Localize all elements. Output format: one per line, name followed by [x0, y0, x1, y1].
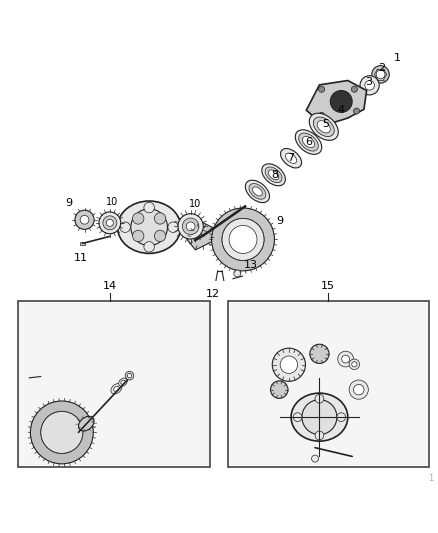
Ellipse shape	[106, 220, 113, 227]
Ellipse shape	[114, 386, 119, 391]
Text: 10: 10	[106, 197, 118, 207]
Bar	[18, 302, 210, 467]
Ellipse shape	[295, 130, 322, 155]
Wedge shape	[212, 208, 275, 271]
Circle shape	[318, 86, 325, 92]
Ellipse shape	[303, 136, 314, 148]
Ellipse shape	[309, 113, 338, 140]
Circle shape	[41, 411, 83, 454]
Circle shape	[352, 362, 357, 367]
Circle shape	[154, 230, 166, 241]
Text: 14: 14	[103, 280, 117, 290]
Circle shape	[272, 348, 305, 381]
Circle shape	[353, 108, 360, 114]
Circle shape	[315, 394, 324, 403]
Circle shape	[80, 215, 89, 224]
Circle shape	[353, 384, 364, 395]
Text: 11: 11	[74, 253, 88, 263]
Circle shape	[229, 225, 257, 253]
Circle shape	[133, 230, 144, 241]
Text: 7: 7	[288, 152, 295, 163]
Text: 4: 4	[338, 104, 345, 115]
Ellipse shape	[103, 216, 117, 230]
Circle shape	[372, 66, 389, 83]
Ellipse shape	[313, 117, 334, 136]
Text: 1: 1	[394, 53, 401, 63]
Circle shape	[365, 80, 374, 90]
Ellipse shape	[291, 393, 348, 441]
Circle shape	[376, 70, 385, 79]
Circle shape	[234, 270, 241, 277]
Ellipse shape	[265, 167, 282, 183]
Circle shape	[349, 359, 360, 369]
Circle shape	[120, 222, 131, 232]
Ellipse shape	[268, 170, 279, 180]
Ellipse shape	[111, 384, 122, 394]
Ellipse shape	[119, 378, 127, 386]
Circle shape	[342, 355, 350, 363]
Text: 13: 13	[244, 260, 258, 270]
Ellipse shape	[117, 201, 181, 253]
Circle shape	[338, 351, 353, 367]
Ellipse shape	[78, 416, 94, 431]
Text: 1: 1	[428, 474, 434, 482]
Ellipse shape	[286, 153, 297, 164]
Circle shape	[271, 381, 288, 398]
Ellipse shape	[178, 214, 203, 239]
Circle shape	[144, 241, 154, 252]
Ellipse shape	[186, 222, 195, 231]
Circle shape	[168, 222, 178, 232]
Ellipse shape	[245, 180, 269, 203]
Circle shape	[337, 413, 346, 422]
Circle shape	[311, 455, 318, 462]
Circle shape	[351, 86, 357, 92]
Ellipse shape	[249, 183, 266, 199]
Text: 2: 2	[378, 63, 385, 73]
Circle shape	[280, 356, 297, 374]
Text: 9: 9	[65, 198, 72, 207]
Text: 8: 8	[272, 170, 279, 180]
Circle shape	[360, 76, 379, 95]
Text: 5: 5	[322, 119, 329, 129]
Circle shape	[133, 213, 144, 224]
Ellipse shape	[253, 187, 262, 196]
Circle shape	[293, 413, 302, 422]
Text: 12: 12	[205, 289, 219, 299]
Ellipse shape	[99, 212, 121, 234]
Text: 15: 15	[321, 280, 335, 290]
Circle shape	[310, 344, 329, 364]
Circle shape	[125, 372, 134, 380]
Text: 10: 10	[189, 199, 201, 209]
Circle shape	[127, 374, 132, 378]
Bar	[228, 302, 428, 467]
Circle shape	[302, 400, 337, 434]
Ellipse shape	[262, 164, 286, 186]
Circle shape	[222, 219, 264, 261]
Text: 9: 9	[277, 216, 284, 227]
Bar	[80, 241, 85, 245]
Text: 3: 3	[365, 77, 372, 87]
Ellipse shape	[121, 380, 125, 384]
Circle shape	[75, 210, 94, 229]
Text: 6: 6	[305, 137, 312, 147]
Ellipse shape	[182, 218, 199, 235]
Circle shape	[349, 380, 368, 399]
Ellipse shape	[299, 133, 318, 151]
Circle shape	[318, 112, 325, 118]
Polygon shape	[306, 80, 367, 125]
Circle shape	[131, 209, 167, 246]
Ellipse shape	[317, 120, 330, 133]
Circle shape	[154, 213, 166, 224]
Circle shape	[315, 431, 324, 440]
Ellipse shape	[280, 149, 301, 168]
Circle shape	[144, 203, 154, 213]
Wedge shape	[30, 401, 93, 464]
Circle shape	[330, 91, 352, 112]
Polygon shape	[187, 220, 214, 250]
